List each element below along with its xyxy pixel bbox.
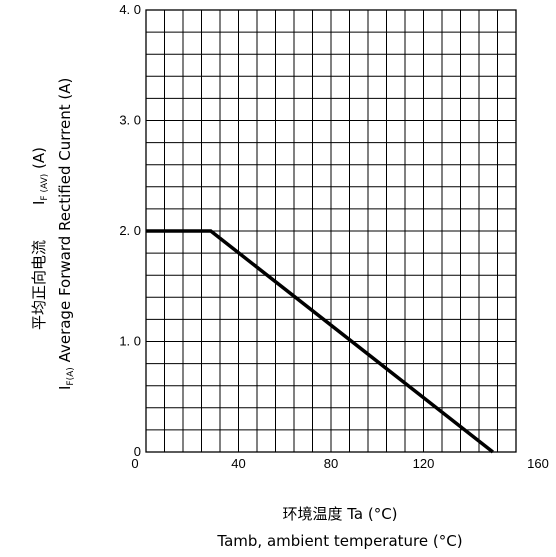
y-tick-label: 3. 0 [119,113,141,128]
y-symbol-top: I [30,201,48,205]
series-line-0 [146,229,494,454]
x-tick-label: 120 [413,456,435,471]
y-axis-label-en: IF(A) Average Forward Rectified Current … [56,78,76,390]
grid [146,10,516,452]
x-tick-label: 40 [231,456,245,471]
x-tick-label: 160 [527,456,549,471]
y-axis-label-text: Average Forward Rectified Current (A) [56,78,74,363]
x-axis-label-en: Tamb, ambient temperature (°C) [216,532,462,550]
y-tick-labels: 0 1. 0 2. 0 3. 0 4. 0 [119,2,141,459]
y-symbol-top-sub: F (AV) [40,174,50,201]
y-symbol-bottom: I [56,386,74,390]
x-axis-label-cn: 环境温度 Ta (°C) [282,505,397,523]
y-axis-label-group: 平均正向电流 IF(A) Average Forward Rectified C… [30,78,76,390]
y-tick-label: 2. 0 [119,223,141,238]
y-tick-label: 4. 0 [119,2,141,17]
series-group [146,229,494,454]
y-tick-label: 1. 0 [119,334,141,349]
x-tick-labels: 0 40 80 120 160 [131,456,548,471]
y-symbol-top-unit: (A) [30,147,48,169]
y-symbol-top-label: IF (AV) (A) [30,147,50,205]
y-axis-label-cn: 平均正向电流 [30,240,48,330]
y-symbol-bottom-sub: F(A) [66,367,76,385]
x-tick-label: 0 [131,456,138,471]
y-tick-label: 0 [134,444,141,459]
x-tick-label: 80 [324,456,338,471]
